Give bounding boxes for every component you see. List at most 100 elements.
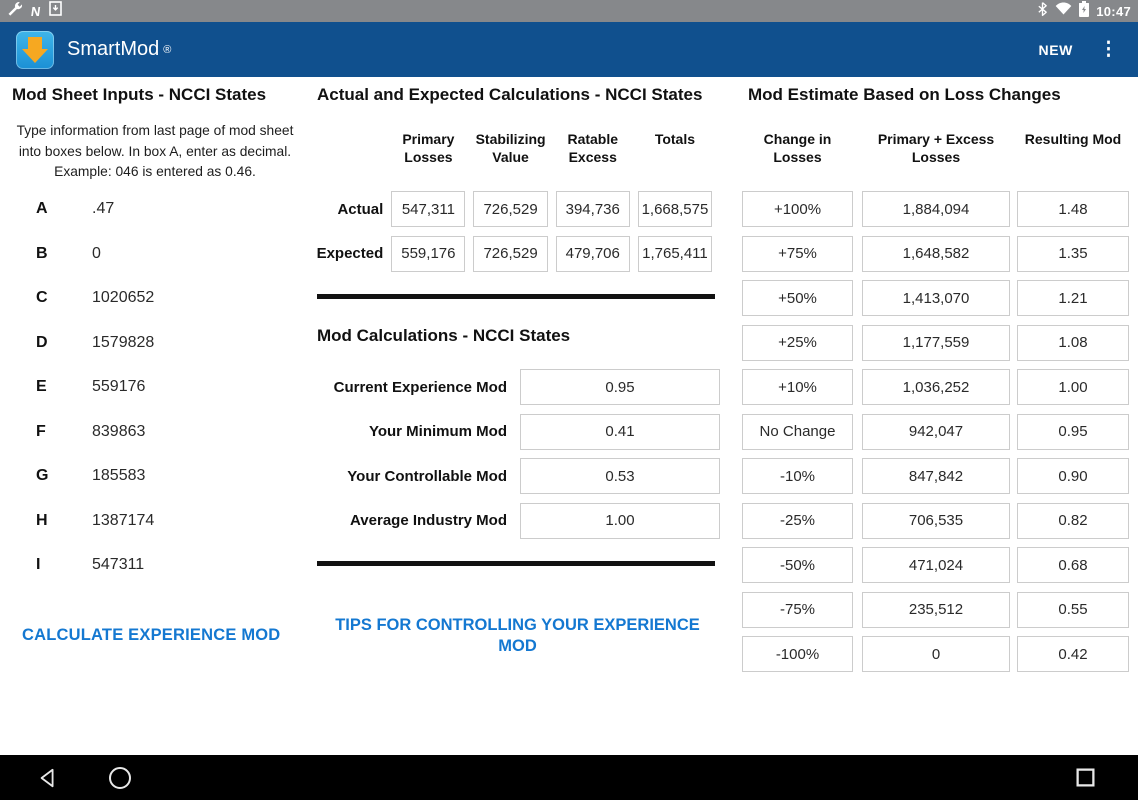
calculations-panel-title: Actual and Expected Calculations - NCCI … — [317, 85, 703, 104]
losses-cell: 0 — [862, 636, 1010, 673]
input-row-d: D 1579828 — [0, 321, 315, 366]
mod-cell: 1.48 — [1017, 191, 1129, 228]
app-title: SmartMod — [67, 38, 160, 60]
column-header-change-in-losses: Change in Losses — [763, 131, 832, 165]
wrench-icon — [7, 1, 23, 21]
input-row-e: E 559176 — [0, 365, 315, 410]
your-controllable-mod-row: Your Controllable Mod 0.53 — [315, 454, 720, 499]
mod-cell: 1.08 — [1017, 324, 1129, 361]
change-cell: +50% — [742, 280, 853, 317]
back-button[interactable] — [20, 755, 76, 800]
recents-button[interactable] — [1057, 755, 1113, 800]
mod-cell: 0.55 — [1017, 591, 1129, 628]
average-industry-mod-row: Average Industry Mod 1.00 — [315, 499, 720, 544]
change-cell: No Change — [742, 413, 853, 450]
wifi-icon — [1055, 2, 1072, 20]
your-controllable-mod-value: 0.53 — [520, 458, 720, 495]
estimate-row: +10% 1,036,252 1.00 — [738, 365, 1130, 410]
change-cell: +100% — [742, 191, 853, 228]
input-field-i[interactable]: 547311 — [92, 556, 145, 574]
change-cell: +75% — [742, 235, 853, 272]
column-header-resulting-mod: Resulting Mod — [1024, 131, 1122, 147]
your-controllable-mod-label: Your Controllable Mod — [347, 467, 507, 485]
mod-cell: 0.95 — [1017, 413, 1129, 450]
estimate-row: -75% 235,512 0.55 — [738, 588, 1130, 633]
input-row-f: F 839863 — [0, 410, 315, 455]
input-label-h: H — [36, 511, 48, 529]
losses-cell: 1,036,252 — [862, 369, 1010, 406]
actual-stabilizing-value: 726,529 — [473, 191, 548, 228]
estimate-row: -10% 847,842 0.90 — [738, 454, 1130, 499]
mod-cell: 1.00 — [1017, 369, 1129, 406]
android-nav-bar — [0, 755, 1138, 800]
divider — [317, 561, 715, 566]
input-field-b[interactable]: 0 — [92, 244, 101, 262]
column-header-stabilizing-value: Stabilizing Value — [475, 131, 546, 165]
input-field-a[interactable]: .47 — [92, 200, 115, 218]
change-cell: +10% — [742, 369, 853, 406]
expected-row-label: Expected — [316, 245, 384, 263]
input-field-g[interactable]: 185583 — [92, 467, 146, 485]
input-label-b: B — [36, 244, 48, 262]
input-label-e: E — [36, 378, 47, 396]
input-label-a: A — [36, 200, 48, 218]
losses-cell: 1,413,070 — [862, 280, 1010, 317]
actual-row-label: Actual — [337, 200, 384, 218]
mod-cell: 1.21 — [1017, 280, 1129, 317]
expected-totals: 1,765,411 — [637, 235, 713, 272]
new-button[interactable]: NEW — [1038, 41, 1073, 58]
overflow-menu-icon[interactable]: ⋮ — [1099, 39, 1118, 60]
estimate-row: +100% 1,884,094 1.48 — [738, 187, 1130, 232]
current-experience-mod-value: 0.95 — [520, 369, 720, 406]
input-row-i: I 547311 — [0, 543, 315, 588]
estimate-row: +50% 1,413,070 1.21 — [738, 276, 1130, 321]
change-cell: -25% — [742, 502, 853, 539]
expected-stabilizing-value: 726,529 — [473, 235, 548, 272]
registered-trademark: ® — [163, 43, 172, 56]
input-field-c[interactable]: 1020652 — [92, 289, 155, 307]
input-label-d: D — [36, 333, 48, 351]
estimate-row: +75% 1,648,582 1.35 — [738, 232, 1130, 277]
actual-row: Actual 547,311 726,529 394,736 1,668,575 — [315, 187, 720, 232]
column-header-primary-losses: Primary Losses — [402, 131, 455, 165]
losses-cell: 235,512 — [862, 591, 1010, 628]
calculate-experience-mod-button[interactable]: CALCULATE EXPERIENCE MOD — [22, 626, 281, 644]
download-icon — [49, 1, 63, 21]
average-industry-mod-label: Average Industry Mod — [350, 512, 507, 530]
input-row-b: B 0 — [0, 232, 315, 277]
expected-primary-losses: 559,176 — [391, 235, 466, 272]
change-cell: -75% — [742, 591, 853, 628]
input-field-d[interactable]: 1579828 — [92, 333, 155, 351]
your-minimum-mod-label: Your Minimum Mod — [368, 423, 507, 441]
change-cell: -10% — [742, 458, 853, 495]
smartmod-logo-icon — [16, 30, 54, 69]
main-content: Mod Sheet Inputs - NCCI States Type info… — [0, 77, 1138, 755]
current-experience-mod-label: Current Experience Mod — [333, 378, 507, 396]
inputs-panel-title: Mod Sheet Inputs - NCCI States — [12, 85, 267, 104]
losses-cell: 1,884,094 — [862, 191, 1010, 228]
inputs-panel: Mod Sheet Inputs - NCCI States Type info… — [0, 77, 315, 755]
input-row-c: C 1020652 — [0, 276, 315, 321]
app-bar: SmartMod ® NEW ⋮ — [0, 22, 1138, 77]
mod-cell: 0.68 — [1017, 547, 1129, 584]
home-button[interactable] — [92, 755, 148, 800]
input-row-h: H 1387174 — [0, 499, 315, 544]
actual-primary-losses: 547,311 — [391, 191, 466, 228]
estimate-panel-title: Mod Estimate Based on Loss Changes — [748, 85, 1061, 104]
losses-cell: 847,842 — [862, 458, 1010, 495]
actual-totals: 1,668,575 — [637, 191, 713, 228]
mod-calculations-title: Mod Calculations - NCCI States — [317, 326, 571, 345]
change-cell: -50% — [742, 547, 853, 584]
battery-charging-icon — [1079, 0, 1090, 22]
input-field-e[interactable]: 559176 — [92, 378, 146, 396]
mod-cell: 1.35 — [1017, 235, 1129, 272]
input-label-c: C — [36, 289, 48, 307]
input-field-f[interactable]: 839863 — [92, 422, 146, 440]
input-row-a: A .47 — [0, 187, 315, 232]
estimate-row: -25% 706,535 0.82 — [738, 499, 1130, 544]
input-field-h[interactable]: 1387174 — [92, 511, 155, 529]
mod-cell: 0.90 — [1017, 458, 1129, 495]
tips-link[interactable]: TIPS FOR CONTROLLING YOUR EXPERIENCE MOD — [335, 616, 700, 655]
n-icon: N — [29, 3, 42, 19]
losses-cell: 1,177,559 — [862, 324, 1010, 361]
